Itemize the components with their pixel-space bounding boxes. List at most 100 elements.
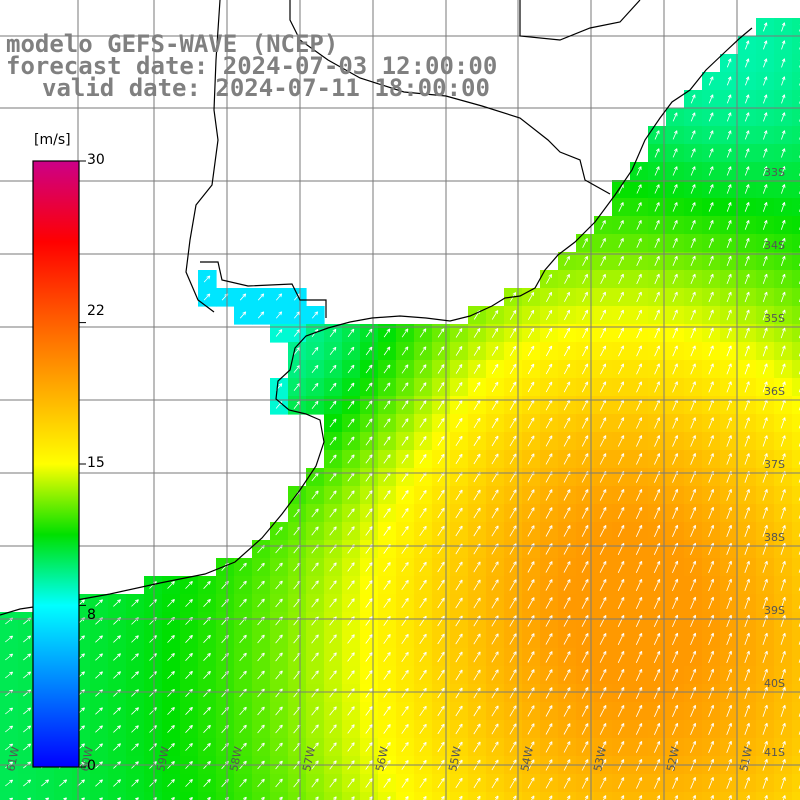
- wind-cell: [432, 540, 451, 559]
- wind-arrow: [690, 596, 697, 610]
- wind-cell: [522, 576, 541, 595]
- wind-arrow: [437, 687, 445, 699]
- wind-arrow: [419, 400, 427, 410]
- wind-arrow: [509, 723, 517, 735]
- wind-arrow: [636, 381, 642, 393]
- wind-arrow: [636, 219, 642, 230]
- wind-arrow: [491, 363, 499, 375]
- wind-arrow: [690, 668, 697, 682]
- wind-cell: [0, 738, 19, 757]
- wind-arrow: [708, 184, 714, 194]
- wind-cell: [306, 612, 325, 631]
- wind-cell: [342, 558, 361, 577]
- wind-arrow: [527, 291, 535, 302]
- wind-arrow: [239, 670, 247, 680]
- wind-cell: [378, 378, 397, 397]
- wind-arrow: [527, 345, 535, 357]
- wind-cell: [612, 360, 631, 379]
- wind-arrow: [618, 202, 624, 212]
- wind-cell: [144, 702, 163, 721]
- wind-arrow: [23, 671, 32, 679]
- wind-cell: [414, 414, 433, 433]
- wind-arrow: [509, 579, 517, 591]
- wind-arrow: [581, 524, 589, 537]
- wind-cell: [486, 306, 505, 325]
- wind-arrow: [744, 650, 750, 664]
- wind-cell: [414, 558, 433, 577]
- wind-arrow: [329, 328, 337, 338]
- wind-arrow: [512, 795, 517, 800]
- wind-arrow: [311, 706, 319, 716]
- wind-arrow: [473, 417, 481, 429]
- wind-cell: [270, 630, 289, 649]
- wind-cell: [396, 468, 415, 487]
- wind-cell: [324, 414, 343, 433]
- wind-arrow: [635, 596, 643, 609]
- wind-cell: [594, 540, 613, 559]
- wind-arrow: [365, 454, 373, 464]
- wind-cell: [270, 396, 289, 415]
- wind-arrow: [491, 525, 499, 537]
- wind-arrow: [545, 525, 553, 537]
- wind-arrow: [744, 381, 750, 393]
- wind-cell: [270, 594, 289, 613]
- wind-arrow: [708, 309, 714, 321]
- wind-arrow: [599, 741, 607, 753]
- wind-cell: [414, 342, 433, 361]
- wind-arrow: [347, 724, 355, 734]
- wind-arrow: [762, 632, 768, 646]
- wind-arrow: [762, 363, 768, 375]
- wind-cell: [576, 594, 595, 613]
- wind-arrow: [762, 166, 768, 176]
- wind-cell: [450, 324, 469, 343]
- wind-arrow: [636, 435, 643, 447]
- wind-cell: [522, 630, 541, 649]
- wind-arrow: [347, 490, 355, 500]
- wind-arrow: [329, 706, 337, 716]
- wind-arrow: [491, 633, 499, 645]
- wind-arrow: [473, 381, 481, 393]
- wind-arrow: [419, 633, 427, 645]
- wind-cell: [504, 684, 523, 703]
- wind-cell: [450, 486, 469, 505]
- wind-arrow: [563, 453, 571, 465]
- wind-arrow: [113, 707, 121, 715]
- wind-arrow: [311, 580, 319, 590]
- wind-cell: [108, 720, 127, 739]
- wind-arrow: [527, 705, 535, 717]
- wind-cell: [612, 612, 631, 631]
- wind-cell: [522, 468, 541, 487]
- wind-cell: [558, 684, 577, 703]
- wind-cell: [360, 540, 379, 559]
- wind-arrow: [653, 668, 661, 681]
- wind-cell: [396, 630, 415, 649]
- wind-arrow: [620, 795, 625, 800]
- wind-cell: [288, 540, 307, 559]
- wind-arrow: [203, 706, 211, 715]
- wind-arrow: [311, 400, 319, 410]
- wind-cell: [486, 324, 505, 343]
- wind-arrow: [5, 707, 14, 715]
- wind-cell: [612, 684, 631, 703]
- wind-cell: [198, 702, 217, 721]
- wind-cell: [180, 648, 199, 667]
- wind-cell: [324, 378, 343, 397]
- wind-cell: [576, 288, 595, 307]
- wind-cell: [414, 792, 433, 800]
- wind-cell: [252, 594, 271, 613]
- wind-cell: [504, 378, 523, 397]
- wind-arrow: [239, 311, 247, 319]
- wind-cell: [72, 792, 91, 800]
- wind-arrow: [762, 650, 768, 664]
- wind-cell: [378, 792, 397, 800]
- wind-arrow: [455, 417, 463, 429]
- wind-arrow: [365, 508, 373, 518]
- wind-cell: [468, 450, 487, 469]
- wind-cell: [612, 378, 631, 397]
- wind-cell: [252, 558, 271, 577]
- wind-cell: [162, 576, 181, 595]
- wind-arrow: [672, 578, 679, 592]
- wind-arrow: [690, 650, 697, 664]
- wind-cell: [162, 720, 181, 739]
- wind-cell: [378, 396, 397, 415]
